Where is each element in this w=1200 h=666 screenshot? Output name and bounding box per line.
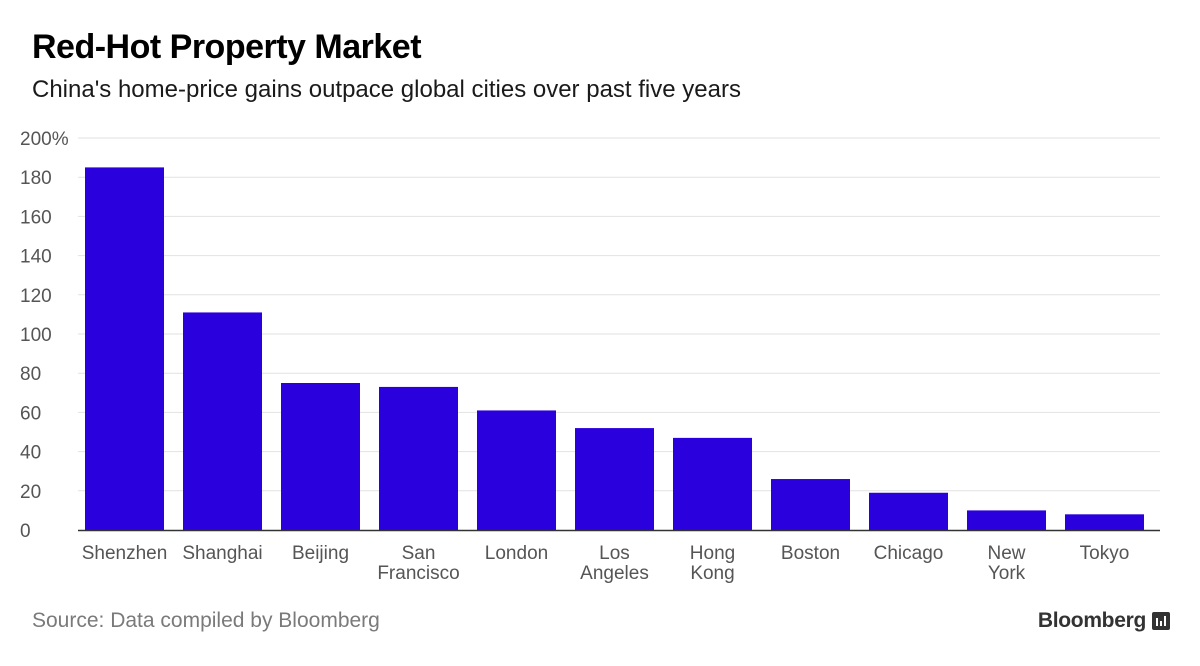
- x-tick-label: London: [485, 543, 548, 564]
- bar: [673, 437, 752, 530]
- y-tick-label: 120: [20, 286, 52, 307]
- x-tick-label: New York: [987, 543, 1025, 584]
- bar-chart: 0 20 40 60 80 100 120 140 160 180 200% Shenzhen Sha…: [20, 129, 1160, 584]
- bar: [85, 167, 164, 530]
- x-axis-ticks: Shenzhen Shanghai Beijing San Francisco Londo…: [82, 543, 1130, 584]
- bar: [183, 312, 262, 530]
- x-tick-label: Beijing: [292, 543, 349, 564]
- y-tick-label: 140: [20, 247, 52, 268]
- x-tick-label: Boston: [781, 543, 840, 564]
- brand-mark-icon: [1152, 612, 1170, 630]
- y-tick-label: 160: [20, 207, 52, 228]
- x-tick-label: Los Angeles: [580, 543, 649, 584]
- chart-title: Red-Hot Property Market: [32, 28, 422, 66]
- bar: [967, 510, 1046, 530]
- bars: [85, 167, 1144, 530]
- y-tick-label: 20: [20, 482, 41, 503]
- x-tick-label: Tokyo: [1080, 543, 1130, 564]
- y-tick-label: 40: [20, 443, 41, 464]
- x-tick-label: Shenzhen: [82, 543, 168, 564]
- y-tick-label: 200%: [20, 129, 69, 150]
- y-tick-label: 80: [20, 364, 41, 385]
- x-tick-label: San Francisco: [377, 543, 459, 584]
- bar: [575, 428, 654, 530]
- bar: [281, 383, 360, 530]
- y-tick-label: 180: [20, 168, 52, 189]
- x-tick-label: Hong Kong: [690, 543, 735, 584]
- brand-logo: Bloomberg: [1038, 609, 1170, 633]
- bar: [379, 386, 458, 530]
- bar: [771, 479, 850, 530]
- y-tick-label: 100: [20, 325, 52, 346]
- bar: [869, 492, 948, 530]
- y-tick-label: 0: [20, 521, 31, 542]
- source-note: Source: Data compiled by Bloomberg: [32, 609, 380, 632]
- bar: [477, 410, 556, 530]
- y-tick-label: 60: [20, 403, 41, 424]
- brand-logo-text: Bloomberg: [1037, 609, 1146, 632]
- bar: [1065, 514, 1144, 530]
- x-tick-label: Shanghai: [182, 543, 262, 564]
- x-tick-label: Chicago: [874, 543, 944, 564]
- y-axis-ticks: 0 20 40 60 80 100 120 140 160 180 200%: [20, 129, 69, 542]
- chart-subtitle: China's home-price gains outpace global …: [32, 76, 741, 103]
